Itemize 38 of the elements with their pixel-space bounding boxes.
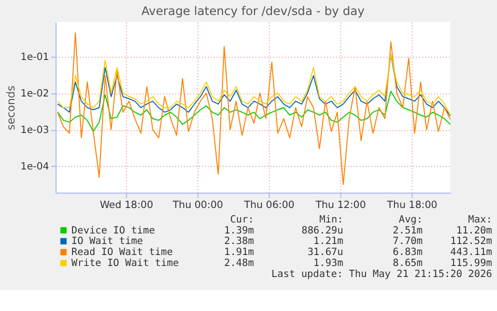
text: 115.99m [450, 258, 492, 270]
text: Avg: [398, 214, 423, 226]
legend-label: Write IO Wait time [71, 258, 179, 270]
legend-label: IO Wait time [71, 236, 144, 248]
text: 2.48m [224, 258, 254, 270]
text: 1.39m [224, 225, 254, 236]
y-tick-label: 1e-02 [20, 88, 50, 100]
x-tick-label: Thu 18:00 [386, 200, 438, 211]
chart-title: Average latency for /dev/sda - by day [141, 4, 365, 18]
x-tick-label: Thu 06:00 [243, 200, 294, 211]
legend-label: Device IO time [71, 225, 155, 236]
line-series [57, 32, 451, 185]
y-tick-label: 1e-04 [20, 162, 50, 173]
text: 11.20m [456, 225, 492, 236]
x-tick-label: Wed 18:00 [100, 200, 154, 211]
legend-label: Read IO Wait time [71, 247, 173, 258]
text: 31.67u [307, 247, 344, 258]
text: 1.93m [313, 258, 344, 270]
y-axis-title: seconds [4, 85, 18, 130]
text: 443.11m [450, 247, 492, 258]
text: 8.65m [392, 258, 423, 270]
text: 7.70m [392, 236, 423, 248]
text: Cur: [230, 214, 254, 226]
line-series [57, 90, 451, 132]
text: 886.29u [301, 225, 344, 236]
text: 2.38m [224, 236, 254, 248]
text: 1.21m [313, 236, 344, 248]
y-tick-label: 1e-01 [20, 52, 50, 63]
y-tick-label: 1e-03 [20, 125, 50, 136]
text: 112.52m [450, 236, 492, 248]
text: Max: [468, 214, 492, 226]
x-tick-label: Thu 12:00 [314, 200, 366, 211]
text: 6.83m [392, 247, 423, 258]
text: Last update: Thu May 21 21:15:20 2026 [271, 268, 492, 280]
text: Min: [319, 214, 344, 226]
x-tick-label: Thu 00:00 [172, 200, 224, 211]
text: 2.51m [392, 225, 423, 236]
text: 1.91m [224, 247, 254, 258]
